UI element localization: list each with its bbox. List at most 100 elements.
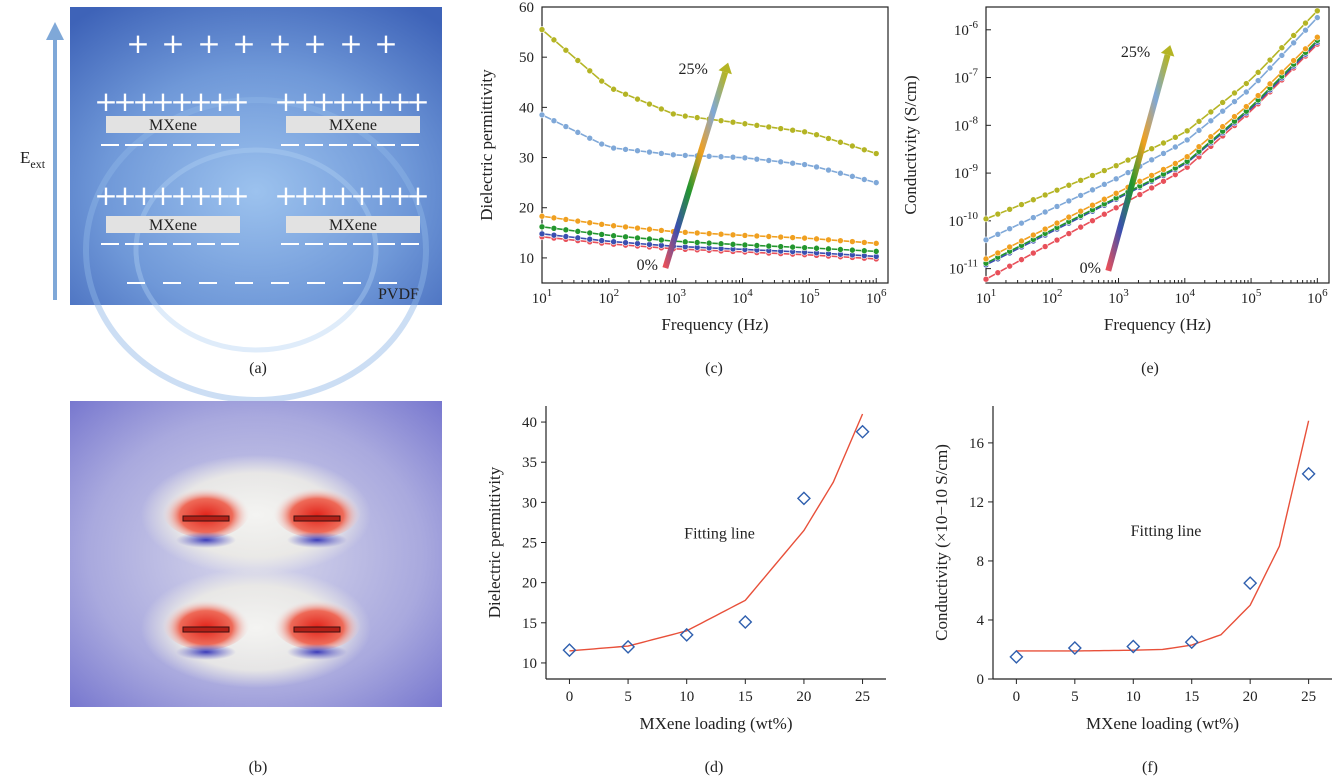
- data-point: [777, 243, 785, 250]
- data-point: [550, 214, 558, 222]
- x-tick-label: 106: [1307, 287, 1328, 307]
- data-point: [789, 243, 796, 251]
- data-point: [1278, 52, 1286, 59]
- data-point: [1053, 219, 1061, 227]
- data-point: [1009, 649, 1024, 664]
- y-tick-label: 40: [522, 415, 537, 431]
- data-point: [825, 166, 832, 174]
- data-point: [1041, 208, 1049, 216]
- data-point: [693, 114, 701, 121]
- data-point: [1207, 108, 1215, 116]
- plus-charge: +: [132, 179, 155, 212]
- x-tick-label: 104: [732, 287, 753, 307]
- charge-region-positive: [273, 482, 361, 538]
- data-point: [1030, 231, 1037, 239]
- data-point: [574, 57, 582, 64]
- data-point: [705, 230, 713, 237]
- data-point: [1018, 237, 1025, 245]
- data-point: [1290, 57, 1297, 64]
- y-tick-label: 30: [522, 495, 537, 511]
- plus-charge: +: [151, 85, 174, 118]
- data-point: [538, 230, 546, 238]
- data-point: [705, 239, 713, 247]
- data-point: [681, 229, 689, 236]
- data-point: [741, 120, 749, 128]
- data-point: [1302, 19, 1309, 27]
- plus-charge: +: [94, 85, 117, 118]
- charge-region-positive: [273, 594, 361, 650]
- data-point: [1041, 243, 1049, 250]
- data-point: [1160, 150, 1167, 157]
- data-point: [1183, 127, 1191, 135]
- data-point: [562, 123, 570, 130]
- data-point: [550, 117, 558, 125]
- data-point: [1314, 14, 1321, 21]
- x-tick-label: 106: [866, 287, 887, 307]
- data-point: [825, 236, 832, 244]
- data-point: [825, 135, 832, 142]
- data-point: [1160, 177, 1167, 185]
- data-point: [586, 67, 594, 75]
- x-tick-label: 20: [1243, 689, 1258, 705]
- data-point: [538, 223, 546, 231]
- data-point: [1089, 217, 1096, 224]
- data-point: [1231, 113, 1238, 120]
- data-point: [753, 155, 761, 163]
- fit-line: [569, 413, 864, 652]
- x-tick-label: 103: [665, 287, 686, 307]
- plus-charge: +: [189, 85, 212, 118]
- data-point: [1148, 145, 1155, 152]
- composition-arrow-head: [1160, 45, 1175, 57]
- data-point: [872, 179, 880, 186]
- plus-charge: +: [388, 179, 411, 212]
- data-point: [1101, 181, 1108, 188]
- plus-charge: +: [406, 85, 429, 118]
- data-point: [1124, 169, 1132, 176]
- x-tick-label: 105: [799, 287, 820, 307]
- y-tick-label: 12: [969, 495, 984, 511]
- data-point: [621, 639, 636, 654]
- plus-charge: +: [208, 85, 231, 118]
- data-point: [622, 233, 629, 241]
- data-point: [801, 234, 808, 242]
- data-point: [872, 240, 880, 247]
- x-tick-label: 101: [532, 287, 553, 307]
- data-point: [574, 234, 582, 242]
- x-tick-label: 102: [599, 287, 620, 307]
- data-point: [598, 140, 605, 148]
- data-point: [1018, 256, 1025, 263]
- data-point: [813, 244, 820, 252]
- plus-charge: +: [406, 179, 429, 212]
- data-point: [646, 241, 653, 248]
- plus-charge: +: [274, 85, 297, 118]
- data-point: [1112, 204, 1120, 212]
- data-point: [777, 125, 785, 132]
- data-point: [982, 255, 990, 263]
- data-point: [610, 85, 617, 93]
- y-tick-label: 25: [522, 536, 537, 552]
- schematic-background: [70, 7, 442, 305]
- panel-label-c: (c): [705, 360, 723, 377]
- series-line: [985, 41, 1318, 266]
- plus-charge: +: [226, 85, 249, 118]
- data-point: [1254, 92, 1262, 99]
- data-point: [1254, 77, 1262, 84]
- data-point: [994, 249, 1002, 257]
- data-point: [1101, 195, 1108, 203]
- schematic-ring: [83, 97, 429, 403]
- data-point: [622, 223, 629, 231]
- x-tick-label: 0: [566, 689, 574, 705]
- data-point: [1243, 80, 1250, 87]
- plus-charge: +: [161, 27, 184, 60]
- plus-charge: +: [132, 85, 155, 118]
- x-tick-label: 105: [1241, 287, 1262, 307]
- data-point: [813, 163, 820, 171]
- field-label: Eext: [20, 148, 46, 171]
- panel-a: Eext + + + + + + + + ++++++++ ++++++++++++++++ ++…: [20, 7, 442, 403]
- data-point: [1302, 45, 1309, 53]
- data-point: [1243, 88, 1250, 96]
- data-point: [1266, 56, 1274, 64]
- data-point: [1136, 178, 1144, 185]
- data-point: [1278, 44, 1286, 52]
- charge-region-negative: [287, 532, 347, 548]
